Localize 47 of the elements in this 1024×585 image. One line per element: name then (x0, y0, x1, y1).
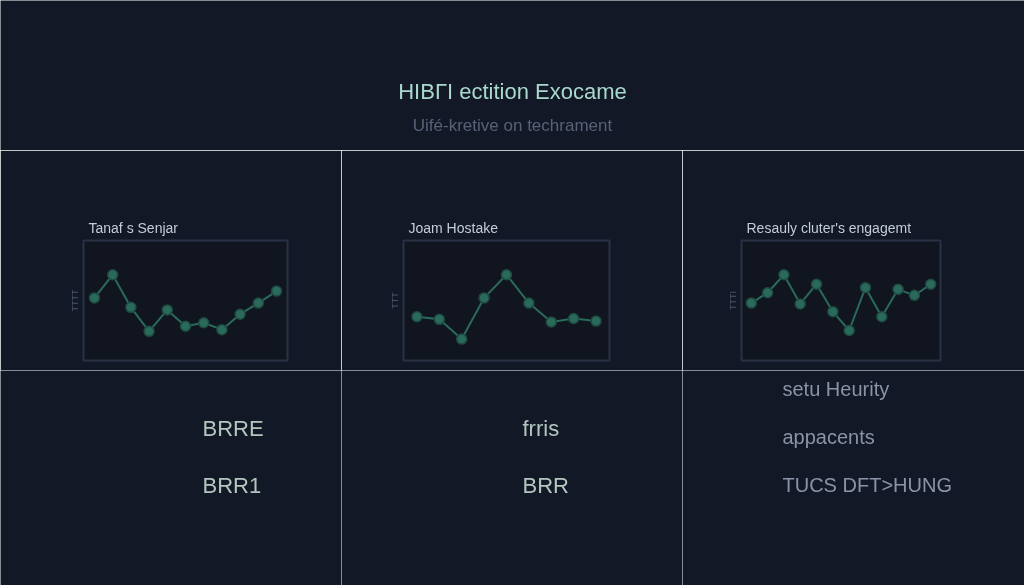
y-axis-title: TTTI (727, 291, 738, 310)
text: BRRE (202, 416, 264, 441)
point (478, 292, 490, 304)
chart-title: Joam Hostake (408, 219, 499, 236)
point (567, 312, 580, 325)
point (924, 278, 937, 290)
point (876, 311, 888, 323)
chart-title: Tanaf s Senjar (88, 219, 179, 236)
point (794, 298, 806, 310)
point (106, 269, 119, 281)
point (179, 320, 192, 332)
point (523, 297, 535, 309)
point (810, 278, 823, 290)
point (827, 305, 839, 318)
point (252, 297, 265, 309)
text: appacents (782, 425, 875, 448)
text: setu Heurity (782, 377, 890, 400)
chart-title: Resauly cluter's engagemt (746, 219, 912, 236)
text: HIBΓI ectition Exocame (398, 79, 627, 104)
point (88, 292, 101, 304)
y-axis-title: TTT (389, 291, 400, 309)
point (908, 289, 921, 302)
text: TUCS DFT>HUNG (782, 473, 952, 496)
point (433, 313, 446, 326)
point (455, 333, 468, 345)
point (216, 323, 228, 336)
point (234, 308, 246, 320)
text: frris (522, 416, 560, 441)
point (500, 269, 513, 281)
point (125, 301, 137, 314)
text: BRR1 (202, 473, 262, 498)
point (161, 304, 174, 316)
point (843, 324, 855, 337)
text: Uifé-kretive on techrament (412, 116, 613, 135)
point (545, 316, 558, 328)
point (778, 269, 790, 281)
point (745, 297, 758, 309)
point (270, 285, 283, 297)
point (761, 287, 774, 299)
point (892, 283, 904, 296)
y-axis-title: TTTT (69, 289, 80, 312)
point (590, 315, 602, 327)
point (859, 281, 872, 294)
text: BRR (522, 473, 569, 498)
point (411, 311, 423, 323)
point (197, 317, 210, 329)
point (143, 325, 155, 338)
